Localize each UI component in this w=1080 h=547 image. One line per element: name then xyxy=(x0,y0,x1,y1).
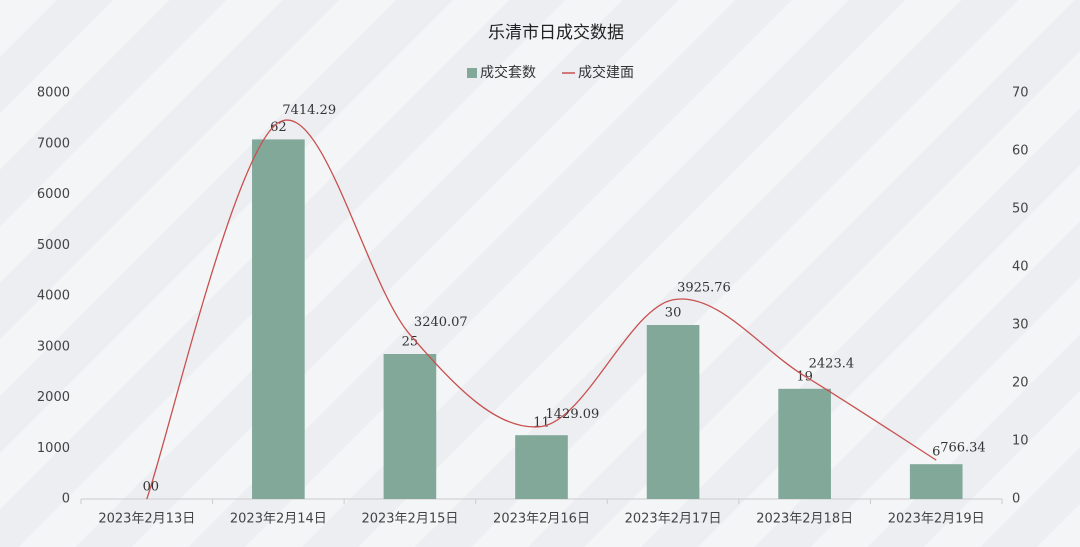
x-tick-label: 2023年2月16日 xyxy=(493,512,590,527)
x-tick-label: 2023年2月14日 xyxy=(230,512,327,527)
y-tick-label: 4000 xyxy=(37,289,70,304)
y-tick-label: 6000 xyxy=(37,187,70,202)
y2-tick-label: 70 xyxy=(1012,86,1029,101)
y-tick-label: 2000 xyxy=(37,390,70,405)
bar xyxy=(909,464,963,499)
legend-label: 成交建面 xyxy=(578,64,634,81)
y-tick-label: 7000 xyxy=(37,136,70,151)
legend-swatch xyxy=(467,68,477,78)
y2-tick-label: 60 xyxy=(1012,144,1029,159)
y2-tick-label: 0 xyxy=(1012,492,1020,507)
legend-label: 成交套数 xyxy=(480,64,536,81)
bar-value-label: 62 xyxy=(270,120,287,135)
line-value-label: 7414.29 xyxy=(282,103,336,118)
bar xyxy=(252,139,305,499)
y-tick-label: 1000 xyxy=(37,441,70,456)
x-tick-label: 2023年2月13日 xyxy=(98,512,195,527)
y2-tick-label: 20 xyxy=(1012,376,1029,391)
y-tick-label: 0 xyxy=(62,492,70,507)
chart-title: 乐清市日成交数据 xyxy=(488,23,624,43)
bar-value-label: 30 xyxy=(665,306,682,321)
bar xyxy=(515,435,568,499)
x-tick-label: 2023年2月19日 xyxy=(888,512,985,527)
bar xyxy=(778,388,831,499)
y2-tick-label: 40 xyxy=(1012,260,1029,275)
line xyxy=(146,119,937,500)
x-tick-label: 2023年2月18日 xyxy=(756,512,853,527)
y-tick-label: 8000 xyxy=(37,86,70,101)
bar xyxy=(646,325,700,499)
bar-value-label: 6 xyxy=(932,445,940,460)
line-value-label: 3240.07 xyxy=(414,315,468,330)
y2-tick-label: 30 xyxy=(1012,318,1029,333)
bar-value-label: 0 xyxy=(143,480,151,495)
y-tick-label: 5000 xyxy=(37,238,70,253)
x-tick-label: 2023年2月15日 xyxy=(361,512,458,527)
x-tick-label: 2023年2月17日 xyxy=(625,512,722,527)
bar-value-label: 25 xyxy=(402,335,419,350)
y2-tick-label: 50 xyxy=(1012,202,1029,217)
line-value-label: 1429.09 xyxy=(546,407,600,422)
line-value-label: 0 xyxy=(151,480,159,495)
line-value-label: 2423.4 xyxy=(809,357,855,372)
line-value-label: 766.34 xyxy=(940,441,986,456)
bar xyxy=(383,354,437,499)
line-value-label: 3925.76 xyxy=(677,280,731,295)
y-tick-label: 3000 xyxy=(37,339,70,354)
y2-tick-label: 10 xyxy=(1012,434,1029,449)
